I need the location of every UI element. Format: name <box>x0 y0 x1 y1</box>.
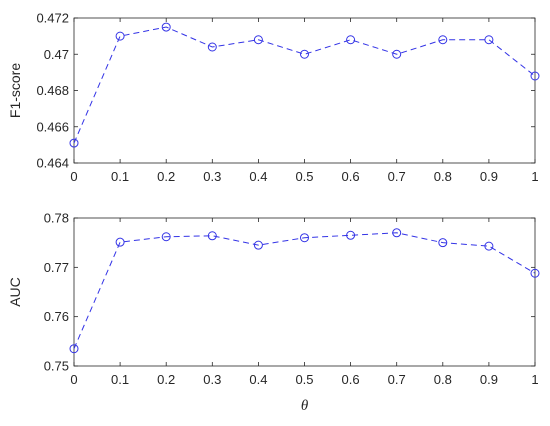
data-point <box>207 231 217 241</box>
x-tick-label: 0.9 <box>480 372 498 387</box>
x-tick-label: 0.3 <box>203 169 221 184</box>
y-tick-label: 0.472 <box>36 11 69 26</box>
data-point <box>115 237 125 247</box>
y-tick-label: 0.75 <box>44 359 69 374</box>
x-tick-label: 0.4 <box>249 169 267 184</box>
data-point <box>161 232 171 242</box>
data-point <box>253 35 263 45</box>
x-tick-label: 0.1 <box>111 169 129 184</box>
x-tick-label: 0.1 <box>111 372 129 387</box>
data-point <box>484 241 494 251</box>
data-point <box>207 42 217 52</box>
x-tick-label: 0.8 <box>434 372 452 387</box>
data-point <box>69 344 79 354</box>
y-tick-label: 0.78 <box>44 211 69 226</box>
data-point <box>392 49 402 59</box>
data-point <box>115 31 125 41</box>
series-line <box>73 26 536 144</box>
data-point <box>484 35 494 45</box>
data-point <box>346 35 356 45</box>
data-point <box>300 49 309 59</box>
y-axis-label: AUC <box>7 277 23 307</box>
data-point <box>530 71 540 81</box>
data-point <box>438 238 448 248</box>
plot-frame <box>73 217 536 367</box>
x-tick-label: 0.6 <box>342 169 360 184</box>
y-tick-label: 0.77 <box>44 260 69 275</box>
y-tick-label: 0.464 <box>36 156 69 171</box>
data-point <box>300 233 309 243</box>
auc-panel: 0 0.1 0.2 0.3 0.4 0.5 0.6 0.7 0.8 0.9 1 0.75 0.76 0.7… <box>7 211 540 414</box>
x-tick-label: 0.5 <box>295 169 313 184</box>
x-tick-label: 0 <box>70 169 77 184</box>
f1-score-panel: 0 0.1 0.2 0.3 0.4 0.5 0.6 0.7 0.8 0.9 1 0.464 0.466 0… <box>7 11 540 184</box>
x-tick-label: 0.9 <box>480 169 498 184</box>
x-tick-label: 0.2 <box>157 372 175 387</box>
x-tick-label: 0.6 <box>342 372 360 387</box>
data-point <box>438 35 448 45</box>
y-tick-label: 0.468 <box>36 83 69 98</box>
x-tick-label: 1 <box>531 372 538 387</box>
y-tick-label: 0.466 <box>36 119 69 134</box>
x-tick-label: 0.5 <box>295 372 313 387</box>
x-axis-label: θ <box>301 398 309 414</box>
x-tick-label: 0.7 <box>388 372 406 387</box>
x-tick-label: 0.2 <box>157 169 175 184</box>
data-point <box>346 230 356 240</box>
data-point <box>161 22 171 32</box>
data-point <box>69 138 79 148</box>
x-tick-label: 0.3 <box>203 372 221 387</box>
x-tick-label: 1 <box>531 169 538 184</box>
x-tick-label: 0.7 <box>388 169 406 184</box>
x-tick-label: 0.8 <box>434 169 452 184</box>
data-point <box>530 268 540 278</box>
y-tick-label: 0.47 <box>44 47 69 62</box>
y-axis-label: F1-score <box>7 63 23 118</box>
y-tick-label: 0.76 <box>44 309 69 324</box>
data-point <box>253 240 263 250</box>
series-line <box>73 232 536 349</box>
x-tick-label: 0.4 <box>249 372 267 387</box>
x-tick-label: 0 <box>70 372 77 387</box>
plot-frame <box>73 17 536 164</box>
data-point <box>392 228 402 238</box>
